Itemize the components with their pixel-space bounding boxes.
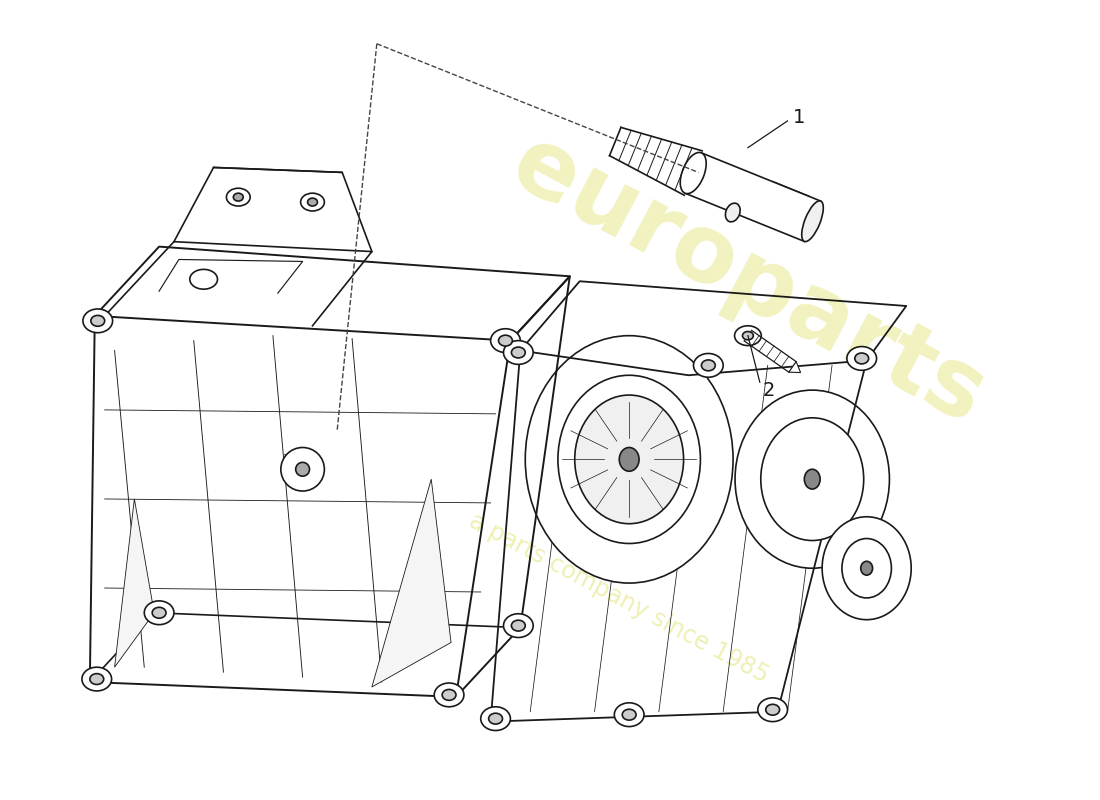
Ellipse shape [619, 447, 639, 471]
Text: europarts: europarts [496, 118, 1000, 445]
Ellipse shape [491, 329, 520, 353]
Ellipse shape [526, 336, 733, 583]
Text: a parts company since 1985: a parts company since 1985 [465, 509, 773, 687]
Ellipse shape [804, 470, 821, 489]
Ellipse shape [152, 607, 166, 618]
Ellipse shape [504, 614, 534, 638]
Ellipse shape [623, 710, 636, 720]
Ellipse shape [614, 703, 644, 726]
Ellipse shape [90, 674, 103, 685]
Ellipse shape [81, 667, 111, 691]
Ellipse shape [308, 198, 318, 206]
Ellipse shape [802, 201, 823, 242]
Ellipse shape [742, 331, 754, 340]
Ellipse shape [512, 620, 526, 631]
Ellipse shape [847, 346, 877, 370]
Text: 1: 1 [792, 109, 805, 127]
Ellipse shape [442, 690, 456, 700]
Ellipse shape [574, 395, 683, 524]
Ellipse shape [144, 601, 174, 625]
Ellipse shape [761, 418, 864, 541]
Polygon shape [372, 479, 451, 687]
Ellipse shape [758, 698, 788, 722]
Ellipse shape [855, 353, 869, 364]
Ellipse shape [504, 341, 534, 364]
Polygon shape [759, 182, 808, 231]
Polygon shape [114, 499, 154, 667]
Ellipse shape [735, 326, 761, 346]
Ellipse shape [680, 153, 706, 194]
Ellipse shape [693, 354, 723, 378]
Ellipse shape [233, 193, 243, 201]
Ellipse shape [558, 375, 701, 543]
Ellipse shape [860, 562, 872, 575]
Ellipse shape [91, 315, 104, 326]
Ellipse shape [822, 517, 911, 620]
Ellipse shape [702, 360, 715, 371]
Ellipse shape [300, 193, 324, 211]
Ellipse shape [488, 714, 503, 724]
Ellipse shape [82, 309, 112, 333]
Ellipse shape [280, 447, 324, 491]
Ellipse shape [227, 188, 250, 206]
Ellipse shape [498, 335, 513, 346]
Ellipse shape [481, 706, 510, 730]
Ellipse shape [512, 347, 526, 358]
Ellipse shape [434, 683, 464, 706]
Polygon shape [685, 153, 821, 242]
Ellipse shape [842, 538, 891, 598]
Ellipse shape [725, 203, 740, 222]
Ellipse shape [296, 462, 309, 476]
Ellipse shape [735, 390, 890, 568]
Ellipse shape [190, 270, 218, 289]
Text: 2: 2 [762, 381, 776, 400]
Polygon shape [789, 362, 801, 373]
Ellipse shape [766, 704, 780, 715]
